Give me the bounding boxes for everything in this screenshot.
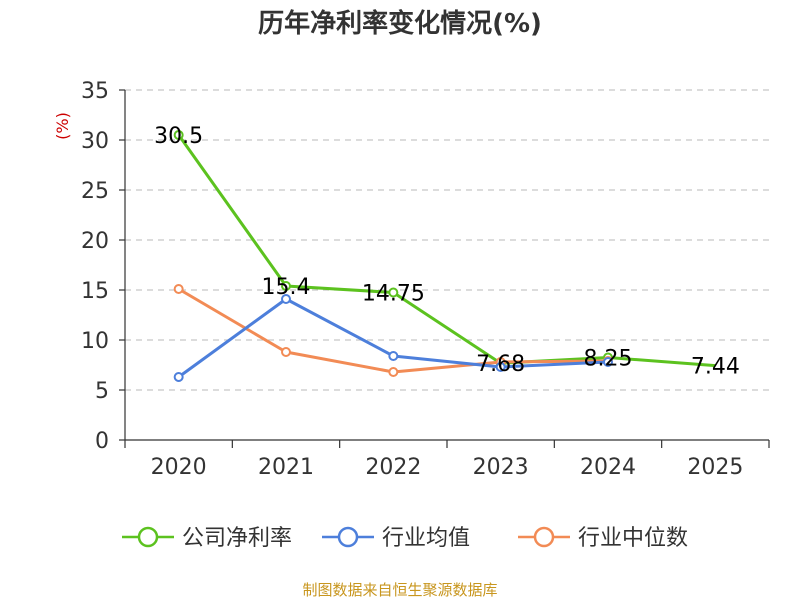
source-note: 制图数据来自恒生聚源数据库	[302, 581, 497, 599]
data-point	[388, 351, 399, 361]
data-point	[173, 372, 184, 382]
x-tick-label: 2022	[365, 455, 421, 480]
legend: 公司净利率 行业均值 行业中位数	[122, 526, 688, 551]
x-tick-label: 2024	[580, 455, 636, 480]
y-tick-label: 10	[81, 329, 109, 354]
y-tick-label: 25	[81, 179, 109, 204]
data-point	[388, 287, 399, 298]
data-point	[281, 294, 291, 304]
data-labels: 30.5 15.4 14.75 7.68 8.25 7.44	[154, 124, 740, 380]
gridlines	[125, 89, 769, 391]
x-tick-label: 2023	[473, 455, 529, 480]
legend-item: 行业均值	[322, 526, 470, 551]
series-layer	[173, 130, 716, 382]
y-axis-unit-label: (%)	[53, 112, 72, 140]
chart-title: 历年净利率变化情况(%)	[258, 8, 542, 39]
series-2	[173, 294, 613, 382]
y-tick-label: 15	[81, 279, 109, 304]
legend-item: 行业中位数	[518, 526, 688, 551]
data-label: 7.44	[691, 355, 740, 380]
data-label: 30.5	[154, 124, 203, 149]
y-tick-label: 30	[81, 129, 109, 154]
legend-marker	[337, 526, 359, 548]
y-tick-label: 5	[95, 379, 109, 404]
legend-label: 行业均值	[382, 526, 470, 551]
legend-marker	[533, 526, 555, 548]
legend-label: 公司净利率	[182, 526, 292, 551]
series-line	[177, 297, 609, 379]
x-tick-label: 2025	[687, 455, 743, 480]
data-label: 14.75	[362, 282, 425, 307]
data-point	[281, 281, 291, 291]
data-point	[173, 130, 184, 140]
data-label: 8.25	[584, 347, 633, 372]
data-point	[495, 362, 506, 372]
data-point	[173, 284, 184, 294]
y-tick-label: 0	[95, 429, 109, 454]
legend-item: 公司净利率	[122, 526, 292, 551]
legend-label: 行业中位数	[578, 526, 688, 551]
data-label: 7.68	[476, 352, 525, 377]
y-tick-label: 35	[81, 79, 109, 104]
series-line	[177, 134, 716, 368]
data-point	[388, 367, 399, 377]
x-tick-label: 2020	[151, 455, 207, 480]
series-1	[173, 130, 716, 369]
data-label: 15.4	[262, 275, 311, 300]
x-tick-label: 2021	[258, 455, 314, 480]
data-point	[281, 347, 291, 357]
data-point	[603, 357, 613, 367]
y-tick-label: 20	[81, 229, 109, 254]
legend-marker	[137, 526, 159, 548]
